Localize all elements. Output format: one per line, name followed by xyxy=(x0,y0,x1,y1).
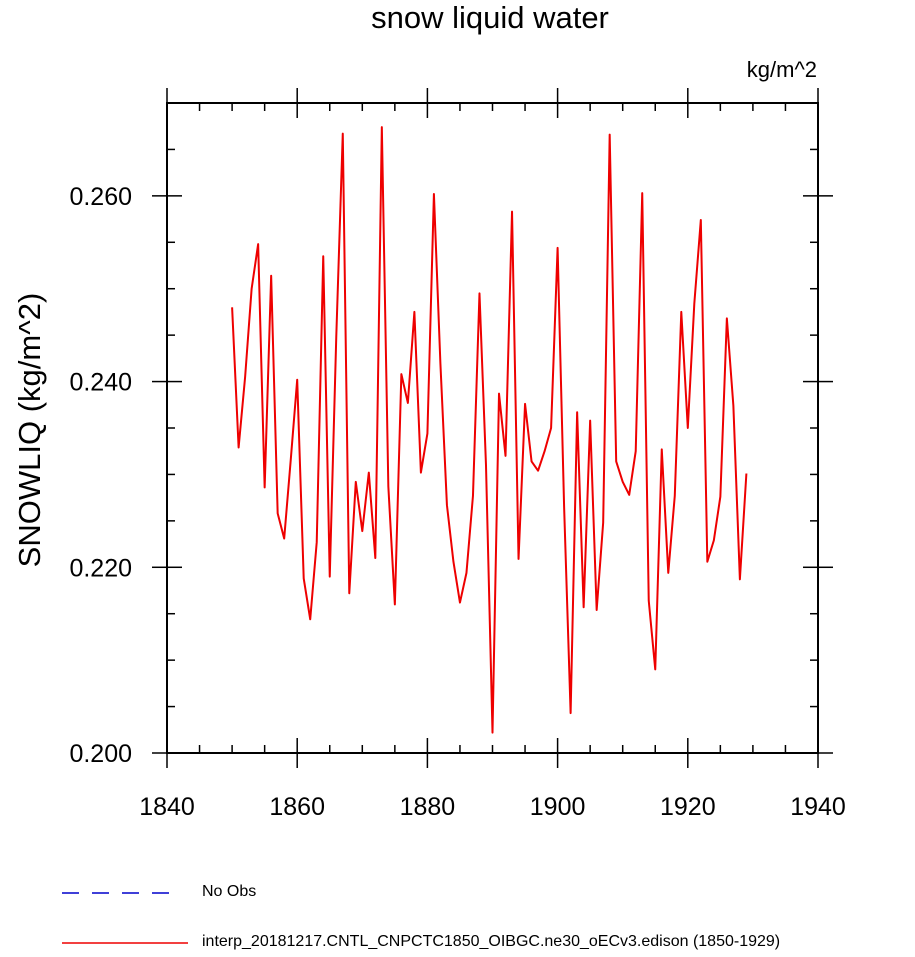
legend-swatch-dashed xyxy=(62,892,178,894)
legend-swatch-solid xyxy=(62,942,188,944)
legend-label-no-obs: No Obs xyxy=(202,883,257,900)
x-tick-label: 1920 xyxy=(660,793,716,821)
chart-title: snow liquid water xyxy=(371,0,609,35)
y-tick-label: 0.220 xyxy=(69,554,132,582)
y-tick-label: 0.260 xyxy=(69,183,132,211)
x-tick-label: 1940 xyxy=(790,793,846,821)
units-label: kg/m^2 xyxy=(746,57,817,82)
axis-ticks xyxy=(152,88,833,768)
x-tick-label: 1860 xyxy=(269,793,325,821)
y-axis-label: SNOWLIQ (kg/m^2) xyxy=(12,292,47,568)
plot-frame xyxy=(166,102,819,754)
x-tick-label: 1880 xyxy=(400,793,456,821)
tick-labels: 1840 1860 1880 1900 1920 1940 0.200 0.220 0.240 0… xyxy=(69,183,845,821)
y-tick-label: 0.240 xyxy=(69,369,132,397)
series-lines xyxy=(231,126,748,734)
x-tick-label: 1900 xyxy=(530,793,586,821)
legend-label-model: interp_20181217.CNTL_CNPCTC1850_OIBGC.ne… xyxy=(202,933,781,950)
series-line xyxy=(231,126,748,734)
x-tick-label: 1840 xyxy=(139,793,195,821)
y-tick-label: 0.200 xyxy=(69,740,132,768)
